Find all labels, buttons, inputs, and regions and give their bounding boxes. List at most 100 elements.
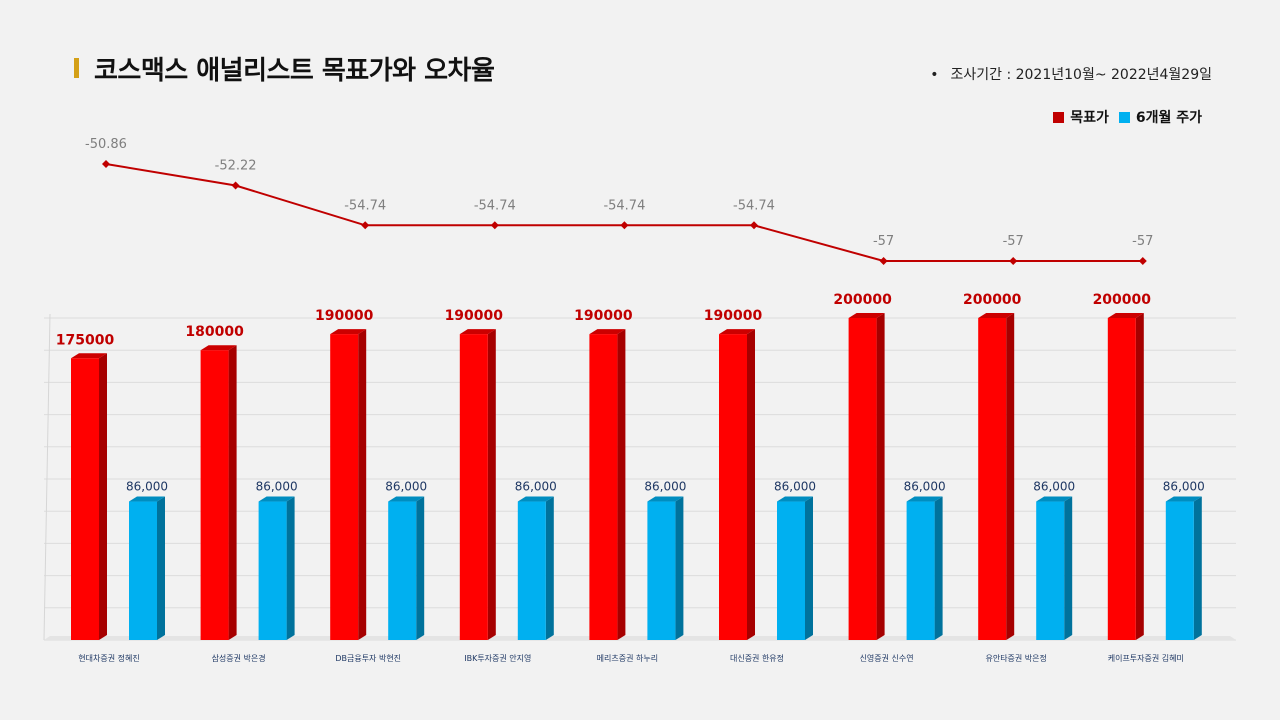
bar-side [805,496,813,640]
error-rate-label: -54.74 [474,198,516,213]
target-bar-label: 190000 [704,308,763,324]
bar-side [1193,496,1202,640]
price-bar [906,501,935,640]
bar-side [1006,313,1015,640]
bar-top [1036,496,1073,502]
category-label: 메리츠증권 하누리 [597,653,658,663]
bar-side [228,345,237,640]
bar-side [747,329,755,640]
bar-top [258,496,295,502]
error-rate-point [490,221,499,230]
target-bar-label: 200000 [833,292,892,308]
target-bar-label: 190000 [445,308,504,324]
target-bar-label: 175000 [56,332,115,348]
bar-top [71,353,107,359]
page-title: 코스맥스 애널리스트 목표가와 오차율 [94,56,495,86]
target-bar [978,318,1007,640]
bar-top [1165,496,1202,502]
bar-top [719,329,755,335]
bar-side [876,313,885,640]
bar-side [487,329,496,640]
bar-top [978,313,1015,318]
error-rate-point [361,221,370,230]
price-bar-label: 86,000 [515,480,557,494]
price-bar [1036,501,1065,640]
error-rate-label: -54.74 [733,198,775,213]
bar-side [286,496,295,640]
category-label: 삼성증권 박은경 [212,653,266,663]
bar-side [675,496,684,640]
target-bar [848,318,877,640]
survey-period: • 조사기간 : 2021년10월~ 2022년4월29일 [930,64,1212,84]
bar-top [517,496,554,502]
error-rate-label: -54.74 [344,198,386,213]
bar-side [545,496,554,640]
legend-swatch-price [1118,111,1130,123]
bar-side [1135,313,1144,640]
error-rate-label: -57 [1132,234,1153,249]
error-rate-label: -54.74 [603,198,645,213]
target-bar [330,334,359,640]
target-bar [1107,318,1136,640]
bar-side [617,329,626,640]
bar-top [330,329,367,335]
legend-label-target: 목표가 [1070,110,1109,126]
category-label: IBK투자증권 안지영 [464,653,531,663]
target-bar-label: 190000 [574,308,633,324]
target-bar-label: 200000 [1093,292,1152,308]
error-rate-label: -52.22 [215,158,257,173]
error-rate-point [750,221,758,230]
price-bar-label: 86,000 [644,480,686,494]
target-bar-label: 180000 [185,324,244,340]
bar-top [647,496,684,502]
legend-label-price: 6개월 주가 [1135,110,1202,126]
bar-top [589,329,626,335]
error-rate-point [1138,257,1147,265]
error-rate-point [231,181,240,190]
price-bar [517,501,546,640]
price-bar [647,501,676,640]
error-rate-point [1009,257,1018,265]
target-bar [589,334,618,640]
bar-top [388,496,425,502]
target-bar [459,334,488,640]
category-label: 현대차증권 정혜진 [78,653,139,663]
bar-top [906,496,943,502]
bar-top [777,496,813,502]
bar-top [848,313,885,318]
legend: 목표가 6개월 주가 [1043,107,1202,127]
bar-top [200,345,237,351]
period-bullet: • [930,67,939,83]
legend-swatch-target [1053,111,1065,123]
category-label: 케이프투자증권 김혜미 [1108,653,1184,663]
bar-side [358,329,367,640]
legend-entry-target: 목표가 [1053,107,1109,127]
category-label: 신영증권 신수연 [860,653,914,663]
price-bar [777,501,805,640]
target-bar-label: 190000 [315,308,374,324]
price-bar-label: 86,000 [904,480,946,494]
title-accent-bar [74,58,79,78]
bar-side [157,496,165,640]
bar-side [416,496,425,640]
target-bar [200,350,229,640]
target-bar [719,334,747,640]
bar-top [129,496,165,502]
price-bar [258,501,287,640]
price-bar-label: 86,000 [385,480,427,494]
error-rate-point [102,160,110,168]
price-bar-label: 86,000 [1033,480,1075,494]
price-bar-label: 86,000 [126,480,168,494]
price-bar-label: 86,000 [256,480,298,494]
target-bar-label: 200000 [963,292,1022,308]
category-label: DB금융투자 박현진 [335,653,401,663]
price-bar [1165,501,1194,640]
period-text: 조사기간 : 2021년10월~ 2022년4월29일 [950,67,1212,83]
price-bar [388,501,417,640]
chart-wall [43,313,51,641]
error-rate-label: -57 [873,234,894,249]
price-bar-label: 86,000 [1163,480,1205,494]
bar-side [99,353,107,640]
bar-side [1064,496,1073,640]
error-rate-label: -57 [1003,234,1024,249]
